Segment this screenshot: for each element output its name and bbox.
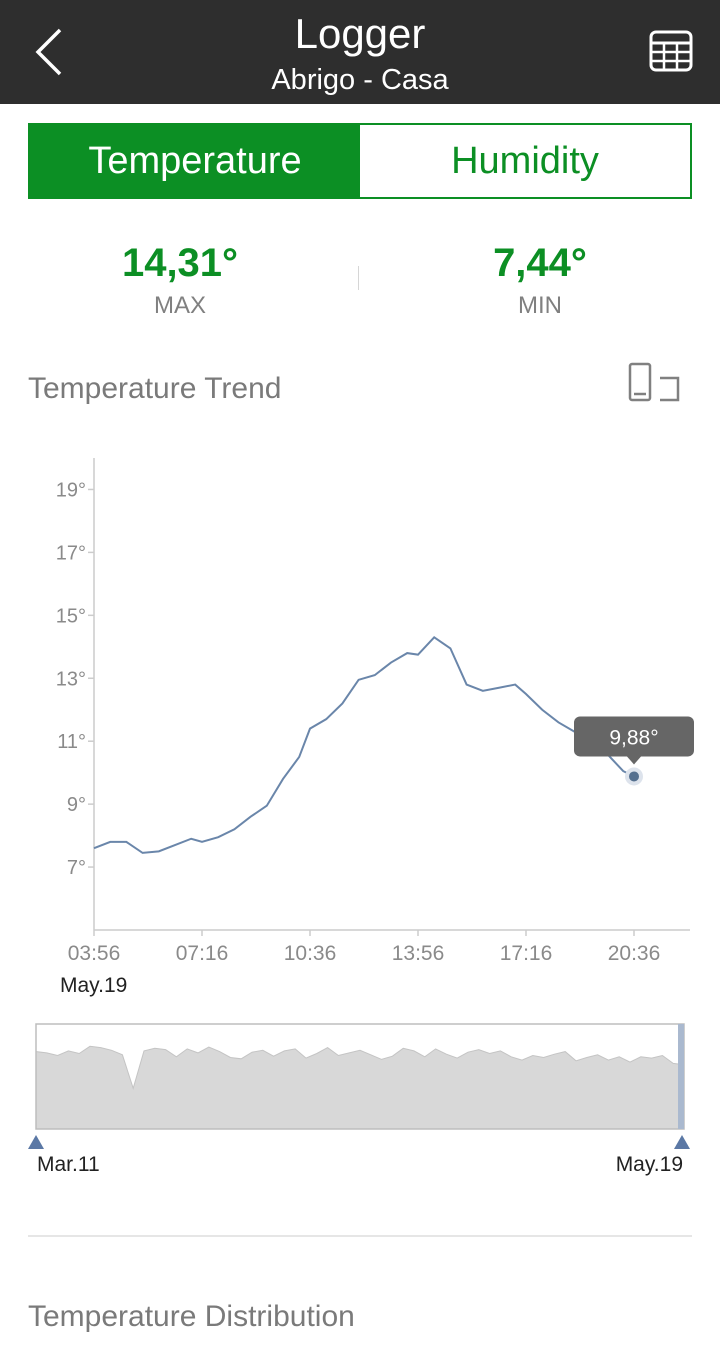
y-tick-label: 17° xyxy=(56,542,86,564)
navigator-end-label: May.19 xyxy=(616,1153,683,1176)
min-label: MIN xyxy=(518,292,562,319)
navigator-handle-left[interactable] xyxy=(28,1135,44,1149)
tooltip-box xyxy=(574,716,694,757)
section-divider xyxy=(28,1235,692,1237)
y-tick-label: 19° xyxy=(56,479,86,501)
metric-tabs: Temperature Humidity xyxy=(28,123,692,199)
y-tick-label: 15° xyxy=(56,605,86,627)
page-subtitle: Abrigo - Casa xyxy=(271,64,449,96)
date-label: May.19 xyxy=(60,974,127,997)
tab-temperature[interactable]: Temperature xyxy=(30,125,360,197)
y-tick-label: 11° xyxy=(57,731,86,753)
max-value: 14,31° xyxy=(121,241,239,285)
temperature-series-line xyxy=(93,636,635,854)
tab-humidity[interactable]: Humidity xyxy=(360,125,690,197)
stat-divider xyxy=(358,266,359,290)
chevron-left-icon[interactable] xyxy=(28,24,72,80)
y-tick-label: 13° xyxy=(56,668,86,690)
navigator-handle-right[interactable] xyxy=(674,1135,690,1149)
navigator-selection xyxy=(678,1024,684,1129)
navigator-area xyxy=(35,1045,685,1130)
distribution-section-title: Temperature Distribution xyxy=(28,1300,355,1333)
min-value: 7,44° xyxy=(493,241,587,285)
x-tick-label: 20:36 xyxy=(608,942,661,965)
trend-section-title: Temperature Trend xyxy=(28,372,282,405)
app-header: Logger Abrigo - Casa xyxy=(0,0,720,104)
min-stat: 7,44° MIN xyxy=(390,238,690,320)
tooltip-label: 9,88° xyxy=(609,726,658,749)
tooltip-pointer xyxy=(627,756,641,765)
y-tick-label: 9° xyxy=(67,794,86,816)
tooltip-point xyxy=(629,771,639,782)
max-label: MAX xyxy=(153,292,206,319)
x-tick-label: 07:16 xyxy=(176,942,229,965)
table-grid-icon[interactable] xyxy=(646,26,696,76)
x-tick-label: 13:56 xyxy=(392,942,445,965)
temperature-trend-chart[interactable]: 7° 9° 11° 13° 15° 17° 19° 03:56 07:16 10:36 13:56 1… xyxy=(0,440,720,1000)
navigator-start-label: Mar.11 xyxy=(37,1153,100,1176)
x-tick-label: 17:16 xyxy=(500,942,553,965)
page-title: Logger xyxy=(294,10,426,57)
max-stat: 14,31° MAX xyxy=(30,238,330,320)
x-tick-label: 03:56 xyxy=(68,942,121,965)
y-tick-label: 7° xyxy=(67,857,86,879)
range-navigator[interactable]: Mar.11 May.19 xyxy=(0,1010,720,1180)
x-tick-label: 10:36 xyxy=(284,942,337,965)
rotate-screen-icon[interactable] xyxy=(624,360,684,410)
